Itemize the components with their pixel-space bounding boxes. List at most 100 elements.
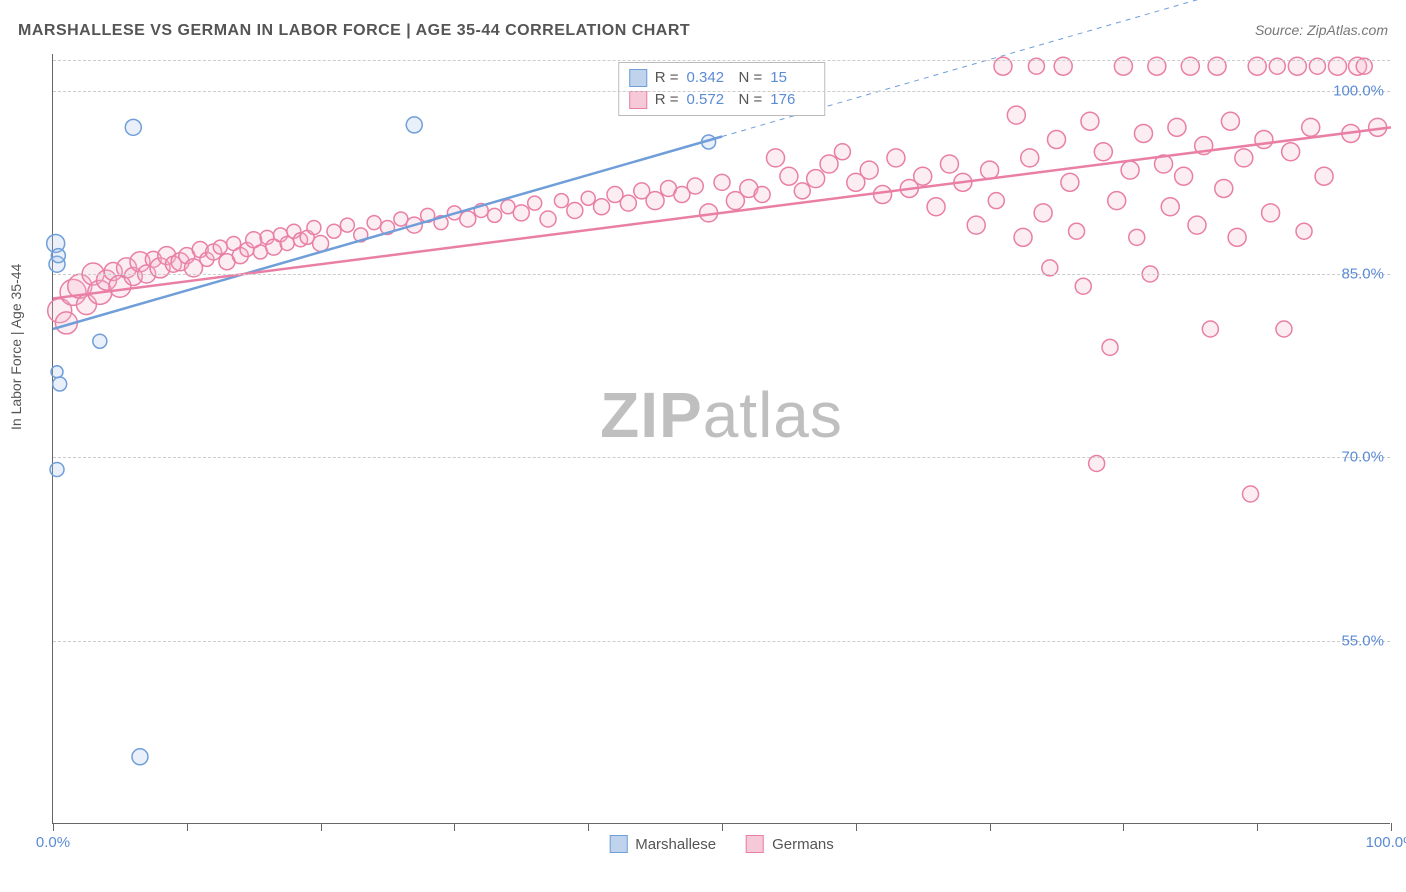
n-value-germans: 176 <box>770 89 814 111</box>
scatter-point <box>554 194 568 208</box>
source-label: Source: ZipAtlas.com <box>1255 22 1388 38</box>
swatch-germans-icon <box>629 91 647 109</box>
scatter-point <box>213 240 227 254</box>
scatter-point <box>620 195 636 211</box>
x-tick <box>187 823 188 831</box>
legend-series: Marshallese Germans <box>609 835 834 853</box>
x-tick <box>321 823 322 831</box>
scatter-point <box>581 191 595 205</box>
scatter-point <box>820 155 838 173</box>
y-tick-label: 70.0% <box>1341 449 1384 466</box>
legend-row-germans: R = 0.572 N = 176 <box>629 89 815 111</box>
scatter-point <box>1168 118 1186 136</box>
swatch-germans-icon <box>746 835 764 853</box>
scatter-point <box>754 187 770 203</box>
scatter-point <box>860 161 878 179</box>
scatter-point <box>1075 278 1091 294</box>
scatter-point <box>1228 228 1246 246</box>
scatter-point <box>313 235 329 251</box>
scatter-point <box>1202 321 1218 337</box>
scatter-point <box>367 216 381 230</box>
r-value-marshallese: 0.342 <box>687 67 731 89</box>
chart-header: MARSHALLESE VS GERMAN IN LABOR FORCE | A… <box>18 22 1388 40</box>
scatter-point <box>327 224 341 238</box>
scatter-point <box>1282 143 1300 161</box>
scatter-point <box>874 186 892 204</box>
r-label: R = <box>655 89 679 111</box>
scatter-point <box>53 377 67 391</box>
scatter-point <box>1243 486 1259 502</box>
y-tick-label: 85.0% <box>1341 266 1384 283</box>
gridline <box>53 457 1390 458</box>
n-value-marshallese: 15 <box>770 67 814 89</box>
trend-line <box>53 137 722 330</box>
scatter-point <box>1188 216 1206 234</box>
chart-plot-area: ZIPatlas R = 0.342 N = 15 R = 0.572 N = … <box>52 54 1390 824</box>
gridline <box>53 60 1390 61</box>
scatter-point <box>307 221 321 235</box>
legend-label-germans: Germans <box>772 836 834 853</box>
scatter-point <box>1108 192 1126 210</box>
trend-line <box>53 127 1391 298</box>
x-tick-label: 100.0% <box>1366 834 1406 851</box>
scatter-point <box>767 149 785 167</box>
scatter-point <box>1048 131 1066 149</box>
scatter-point <box>1069 223 1085 239</box>
x-tick <box>1391 823 1392 831</box>
n-label: N = <box>739 89 763 111</box>
n-label: N = <box>739 67 763 89</box>
legend-item-marshallese: Marshallese <box>609 835 716 853</box>
legend-item-germans: Germans <box>746 835 834 853</box>
scatter-point <box>1014 228 1032 246</box>
scatter-point <box>1161 198 1179 216</box>
scatter-point <box>967 216 985 234</box>
x-tick <box>722 823 723 831</box>
scatter-point <box>528 196 542 210</box>
scatter-point <box>794 183 810 199</box>
scatter-point <box>940 155 958 173</box>
scatter-point <box>646 192 664 210</box>
chart-title: MARSHALLESE VS GERMAN IN LABOR FORCE | A… <box>18 22 690 40</box>
scatter-point <box>125 119 141 135</box>
x-tick-label: 0.0% <box>36 834 70 851</box>
swatch-marshallese-icon <box>609 835 627 853</box>
scatter-point <box>780 167 798 185</box>
scatter-point <box>1302 118 1320 136</box>
scatter-point <box>513 205 529 221</box>
scatter-point <box>50 463 64 477</box>
scatter-point <box>807 170 825 188</box>
swatch-marshallese-icon <box>629 69 647 87</box>
x-tick <box>856 823 857 831</box>
scatter-point <box>1215 179 1233 197</box>
scatter-point <box>714 174 730 190</box>
gridline <box>53 91 1390 92</box>
scatter-point <box>594 199 610 215</box>
scatter-point <box>51 249 65 263</box>
y-tick-label: 55.0% <box>1341 632 1384 649</box>
chart-svg <box>53 54 1390 823</box>
scatter-point <box>1262 204 1280 222</box>
scatter-point <box>988 193 1004 209</box>
scatter-point <box>1061 173 1079 191</box>
scatter-point <box>1221 112 1239 130</box>
x-tick <box>588 823 589 831</box>
gridline <box>53 274 1390 275</box>
scatter-point <box>132 749 148 765</box>
r-value-germans: 0.572 <box>687 89 731 111</box>
scatter-point <box>687 178 703 194</box>
scatter-point <box>1034 204 1052 222</box>
scatter-point <box>1081 112 1099 130</box>
scatter-point <box>981 161 999 179</box>
scatter-point <box>1255 131 1273 149</box>
x-tick <box>1257 823 1258 831</box>
scatter-point <box>914 167 932 185</box>
scatter-point <box>340 218 354 232</box>
scatter-point <box>540 211 556 227</box>
scatter-point <box>927 198 945 216</box>
scatter-point <box>1007 106 1025 124</box>
x-tick <box>53 823 54 831</box>
scatter-point <box>1134 124 1152 142</box>
x-tick <box>990 823 991 831</box>
scatter-point <box>1296 223 1312 239</box>
scatter-point <box>887 149 905 167</box>
